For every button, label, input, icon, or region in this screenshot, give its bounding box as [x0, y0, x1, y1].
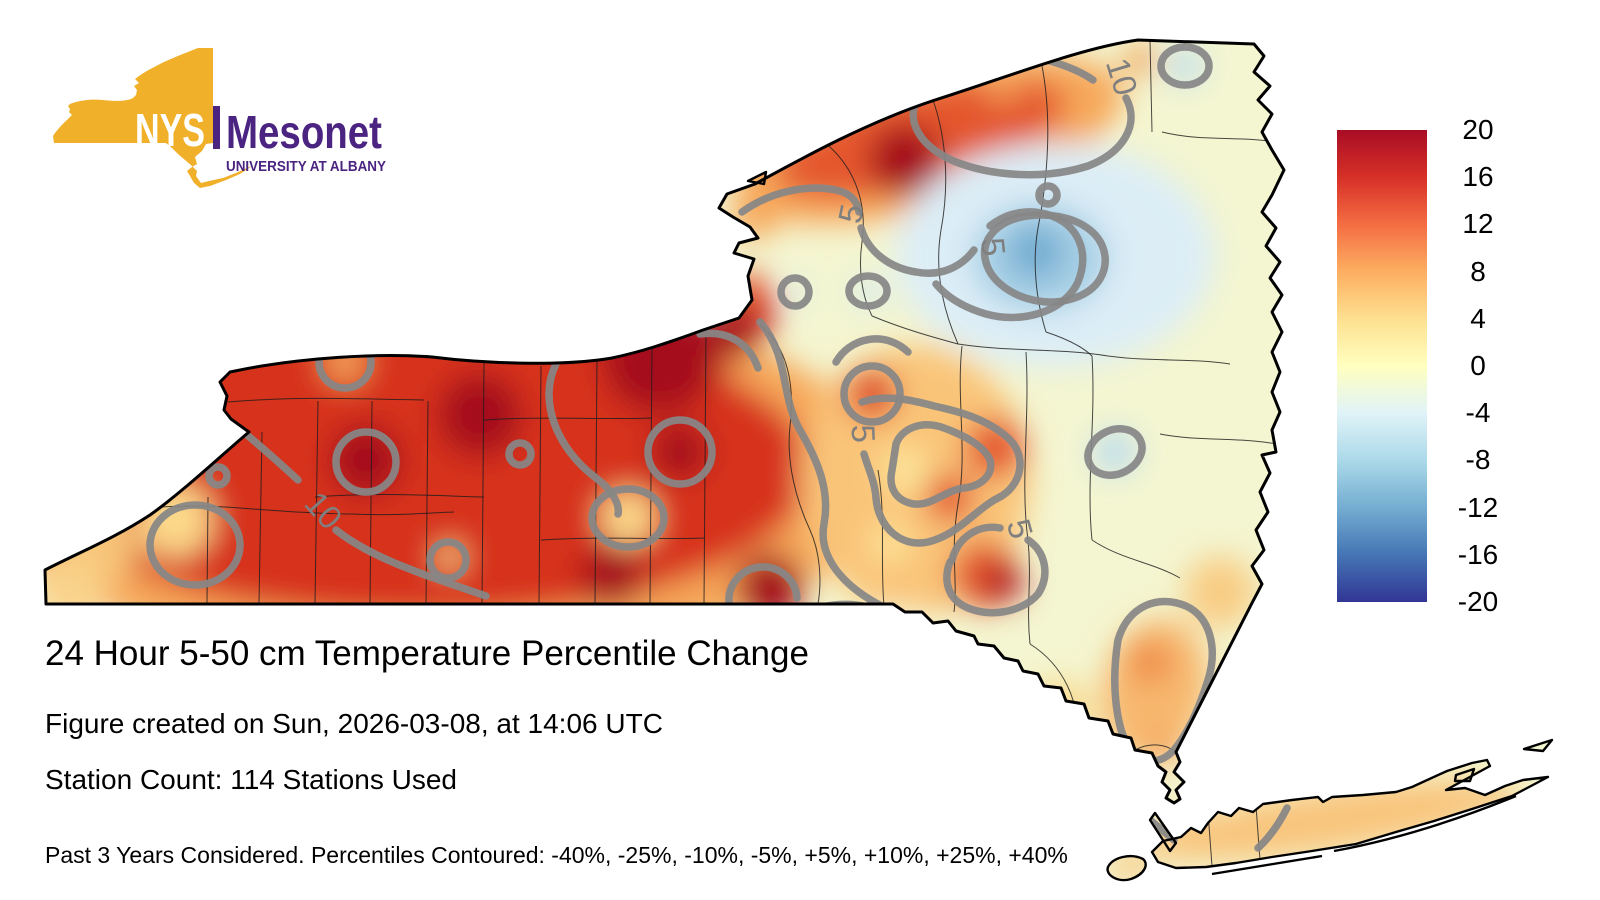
colorbar-gradient [1337, 130, 1427, 602]
state-outline [43, 38, 1554, 882]
manhattan-outline [1148, 811, 1178, 853]
colorbar-tick: -12 [1457, 492, 1499, 523]
logo-divider-bar [213, 106, 220, 149]
colorbar-tick: 4 [1470, 303, 1486, 334]
colorbar-tick: 0 [1470, 350, 1486, 381]
colorbar-tick: -16 [1457, 539, 1499, 570]
logo-nys-text: NYS [135, 104, 205, 156]
nys-mesonet-logo: NYS Mesonet UNIVERSITY AT ALBANY [53, 48, 386, 188]
fishers-island-outline [1522, 738, 1554, 753]
logo-state-shape [53, 48, 252, 188]
contour-label-5-mohawk: 5 [845, 424, 883, 444]
colorbar-tick: -4 [1465, 397, 1491, 428]
logo-university-text: UNIVERSITY AT ALBANY [226, 158, 386, 175]
logo-mesonet-text: Mesonet [226, 106, 382, 158]
colorbar-tick: 16 [1462, 161, 1494, 192]
colorbar-tick: -20 [1457, 586, 1499, 617]
created-timestamp: Figure created on Sun, 2026-03-08, at 14… [45, 708, 663, 739]
colorbar-tick: -8 [1465, 444, 1491, 475]
contour-label-5-adirondack: 5 [974, 236, 1013, 258]
long-island-outline [1150, 758, 1550, 870]
station-count: Station Count: 114 Stations Used [45, 764, 457, 795]
shelter-island-outline [1453, 767, 1476, 783]
figure-title: 24 Hour 5-50 cm Temperature Percentile C… [45, 634, 809, 673]
lake-islet-outline [746, 170, 768, 186]
colorbar-tick: 12 [1462, 208, 1494, 239]
barrier-island-line [1211, 794, 1517, 876]
colorbar-tick: 20 [1462, 114, 1494, 145]
contour-footnote: Past 3 Years Considered. Percentiles Con… [45, 842, 1068, 868]
colorbar-tick: 8 [1470, 256, 1486, 287]
staten-island-outline [1106, 855, 1147, 882]
